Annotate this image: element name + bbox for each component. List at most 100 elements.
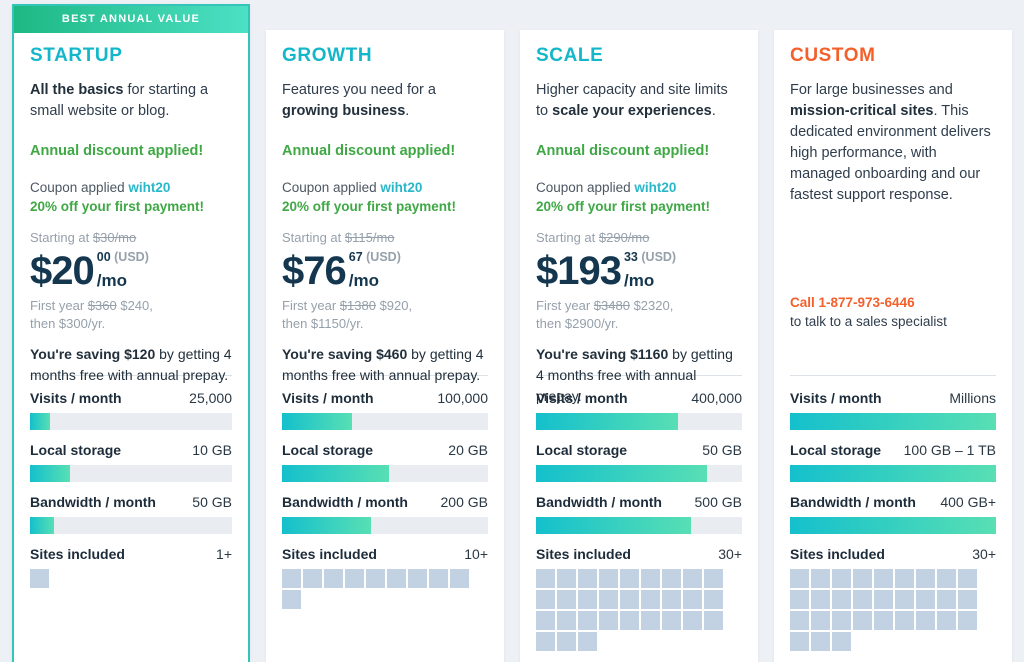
site-square bbox=[662, 611, 681, 630]
first-year-now: $920, bbox=[379, 298, 413, 313]
stat-bar bbox=[790, 465, 996, 482]
price-currency: (USD) bbox=[366, 250, 401, 264]
desc-pre: For large businesses and bbox=[790, 82, 953, 98]
then-price: then $1150/yr. bbox=[282, 315, 364, 331]
coupon-prefix: Coupon applied bbox=[536, 180, 635, 195]
price: $20 00 (USD) /mo bbox=[30, 249, 232, 293]
site-square bbox=[704, 611, 723, 630]
site-square bbox=[790, 569, 809, 588]
stat-value: 100,000 bbox=[437, 390, 488, 406]
site-square bbox=[683, 590, 702, 609]
site-square bbox=[832, 569, 851, 588]
stat-label: Visits / month bbox=[282, 390, 374, 406]
site-square bbox=[937, 611, 956, 630]
sales-phone[interactable]: Call 1-877-973-6446 to talk to a sales sp… bbox=[790, 293, 947, 331]
site-square bbox=[874, 590, 893, 609]
coupon-code: wiht20 bbox=[380, 180, 423, 195]
site-square bbox=[578, 632, 597, 651]
stat-label: Visits / month bbox=[30, 390, 122, 406]
plan-card-custom: CUSTOM For large businesses and mission-… bbox=[774, 30, 1012, 662]
first-year-price: First year $3480 $2320, then $2900/yr. bbox=[536, 297, 742, 332]
plan-card-growth: GROWTH Features you need for a growing b… bbox=[266, 30, 504, 662]
stat-bar bbox=[536, 413, 742, 430]
then-price: then $300/yr. bbox=[30, 315, 106, 331]
stat-sites: Sites included 10+ bbox=[282, 544, 488, 609]
first-year-prefix: First year bbox=[282, 298, 340, 313]
site-square bbox=[620, 590, 639, 609]
saving-note: You're saving $120 by getting 4 months f… bbox=[30, 344, 232, 386]
site-squares bbox=[536, 569, 742, 651]
price-cents: 00 bbox=[96, 250, 111, 264]
price-currency: (USD) bbox=[641, 250, 677, 264]
stat-label: Local storage bbox=[30, 442, 122, 458]
site-square bbox=[811, 569, 830, 588]
stat-value: 10 GB bbox=[192, 442, 232, 458]
stat-value: 20 GB bbox=[448, 442, 488, 458]
saving-note: You're saving $1160 by getting 4 months … bbox=[536, 344, 742, 407]
first-year-prefix: First year bbox=[30, 298, 88, 313]
stats-section: Visits / month 25,000 Local storage 10 GB … bbox=[30, 388, 232, 588]
stat-value: 1+ bbox=[216, 546, 232, 562]
stat-label: Sites included bbox=[536, 546, 631, 562]
site-square bbox=[599, 611, 618, 630]
site-square bbox=[832, 590, 851, 609]
price-period: /mo bbox=[348, 271, 379, 290]
coupon-note: Coupon applied wiht20 20% off your first … bbox=[536, 178, 742, 216]
desc-post: . This dedicated environment delivers hi… bbox=[790, 103, 991, 203]
desc-bold: growing business bbox=[282, 103, 406, 119]
desc-pre: Higher capacity and site limits to bbox=[536, 82, 728, 119]
saving-rest: by getting 4 months free with annual pre… bbox=[536, 346, 733, 404]
stat-value: 400 GB+ bbox=[940, 494, 996, 510]
desc-bold: mission-critical sites bbox=[790, 103, 934, 119]
phone-number[interactable]: Call 1-877-973-6446 bbox=[790, 295, 915, 310]
discount-note: Annual discount applied! bbox=[282, 143, 456, 159]
starting-price: Starting at $290/mo bbox=[536, 229, 742, 247]
stat-bar-fill bbox=[536, 465, 707, 482]
first-year-struck: $3480 bbox=[593, 298, 630, 313]
site-square bbox=[282, 569, 301, 588]
site-squares bbox=[790, 569, 996, 651]
site-square bbox=[790, 632, 809, 651]
saving-rest: by getting 4 months free with annual pre… bbox=[30, 346, 232, 383]
plan-card-scale: SCALE Higher capacity and site limits to… bbox=[520, 30, 758, 662]
site-square bbox=[557, 611, 576, 630]
discount-note: Annual discount applied! bbox=[30, 143, 204, 159]
stat-bar bbox=[790, 413, 996, 430]
stat-label: Local storage bbox=[790, 442, 882, 458]
site-square bbox=[874, 569, 893, 588]
site-squares bbox=[282, 569, 488, 609]
site-square bbox=[916, 611, 935, 630]
site-square bbox=[641, 569, 660, 588]
site-square bbox=[895, 590, 914, 609]
plan-title-custom: CUSTOM bbox=[790, 45, 876, 66]
starting-struck-price: $115/mo bbox=[344, 230, 395, 245]
plan-description: Higher capacity and site limits to scale… bbox=[536, 80, 742, 122]
stat-label: Sites included bbox=[282, 546, 377, 562]
site-square bbox=[578, 569, 597, 588]
site-square bbox=[790, 611, 809, 630]
stat-value: 25,000 bbox=[189, 390, 232, 406]
site-square bbox=[599, 590, 618, 609]
site-square bbox=[853, 590, 872, 609]
stat-value: 30+ bbox=[972, 546, 996, 562]
stat-bar-fill bbox=[282, 413, 353, 430]
site-square bbox=[536, 590, 555, 609]
site-square bbox=[282, 590, 301, 609]
plan-title-growth: GROWTH bbox=[282, 45, 373, 66]
site-square bbox=[557, 632, 576, 651]
site-square bbox=[641, 611, 660, 630]
site-square bbox=[916, 569, 935, 588]
stat-storage: Local storage 20 GB bbox=[282, 440, 488, 482]
coupon-discount-line: 20% off your first payment! bbox=[30, 199, 205, 214]
site-square bbox=[578, 611, 597, 630]
stat-bandwidth: Bandwidth / month 400 GB+ bbox=[790, 492, 996, 534]
starting-prefix: Starting at bbox=[536, 230, 599, 245]
desc-post: for starting a small website or blog. bbox=[30, 82, 209, 119]
stats-section: Visits / month 400,000 Local storage 50 GB… bbox=[536, 388, 742, 651]
price: $193 33 (USD) /mo bbox=[536, 249, 742, 293]
starting-prefix: Starting at bbox=[30, 230, 93, 245]
site-square bbox=[937, 569, 956, 588]
divider bbox=[282, 375, 488, 376]
stat-storage: Local storage 50 GB bbox=[536, 440, 742, 482]
price-side: 33 (USD) /mo bbox=[621, 249, 676, 293]
